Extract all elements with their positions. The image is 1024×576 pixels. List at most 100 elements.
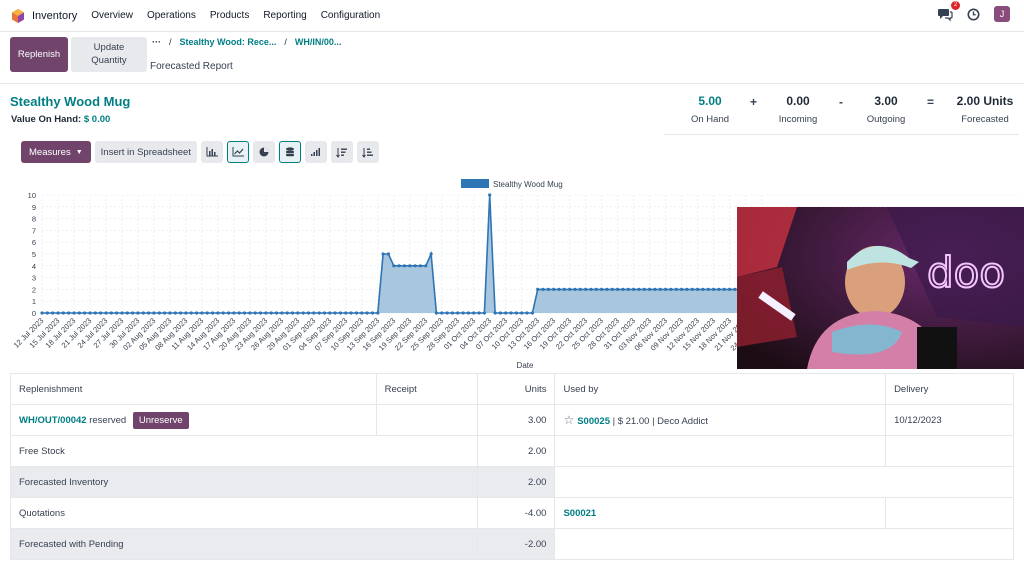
- data-point: [280, 311, 284, 315]
- breadcrumb-receipt[interactable]: Stealthy Wood: Rece...: [179, 37, 277, 47]
- kpi-forecasted[interactable]: 2.00 Units Forecasted: [950, 94, 1020, 125]
- data-point: [344, 311, 348, 315]
- bar-chart-icon[interactable]: [200, 141, 223, 163]
- data-point: [477, 311, 481, 315]
- user-avatar[interactable]: J: [994, 6, 1010, 22]
- sort-descending-icon[interactable]: [330, 141, 353, 163]
- data-point: [728, 287, 732, 291]
- y-tick-label: 3: [32, 274, 36, 283]
- measures-dropdown[interactable]: Measures ▼: [21, 141, 91, 163]
- data-point: [274, 311, 279, 315]
- data-point: [648, 287, 652, 291]
- quotation-link[interactable]: S00021: [563, 507, 597, 519]
- stacked-icon[interactable]: [278, 141, 301, 163]
- star-icon[interactable]: ☆: [563, 413, 575, 427]
- data-point: [557, 287, 561, 291]
- replenishment-table: Replenishment Receipt Units Used by Deli…: [10, 373, 1014, 560]
- receipt-cell: [375, 404, 478, 436]
- data-point: [621, 287, 625, 291]
- data-point: [600, 287, 604, 291]
- menu-configuration[interactable]: Configuration: [320, 10, 381, 21]
- unreserve-button[interactable]: Unreserve: [132, 411, 189, 429]
- kpi-forecasted-label: Forecasted: [961, 114, 1009, 125]
- y-tick-label: 4: [32, 262, 36, 271]
- data-point: [440, 311, 444, 315]
- data-point: [696, 287, 700, 291]
- sort-ascending-icon[interactable]: [356, 141, 379, 163]
- kpi-outgoing-value: 3.00: [874, 94, 898, 108]
- col-used-by: Used by: [554, 373, 887, 405]
- messages-count-badge: 2: [951, 1, 960, 10]
- data-point: [360, 311, 364, 315]
- kpi-outgoing[interactable]: 3.00 Outgoing: [858, 94, 914, 125]
- data-point: [163, 311, 167, 315]
- data-point: [525, 311, 529, 315]
- move-reference-link[interactable]: WH/OUT/00042: [19, 414, 87, 426]
- data-point: [88, 311, 92, 315]
- data-point: [429, 252, 433, 256]
- data-point: [461, 311, 465, 315]
- replenish-button[interactable]: Replenish: [10, 37, 68, 72]
- kpi-incoming[interactable]: 0.00 Incoming: [770, 94, 826, 125]
- data-point: [450, 311, 454, 315]
- data-point: [397, 264, 401, 268]
- data-point: [408, 264, 412, 268]
- insert-in-spreadsheet-button[interactable]: Insert in Spreadsheet: [94, 141, 197, 163]
- pie-chart-icon[interactable]: [252, 141, 275, 163]
- messages-icon[interactable]: 2: [937, 1, 960, 22]
- forecasted-pending-units: -2.00: [476, 528, 556, 560]
- breadcrumb-wh-in[interactable]: WH/IN/00...: [294, 37, 342, 47]
- data-point: [306, 311, 311, 315]
- data-point: [610, 287, 614, 291]
- data-point: [77, 311, 81, 315]
- update-quantity-button[interactable]: Update Quantity: [71, 37, 147, 72]
- data-point: [104, 311, 108, 315]
- data-point: [141, 311, 145, 315]
- y-tick-label: 1: [32, 297, 36, 306]
- webcam-overlay: doo: [737, 207, 1024, 369]
- webcam-image: doo: [737, 207, 1024, 369]
- sale-order-link[interactable]: S00025: [577, 416, 610, 427]
- update-quantity-label-1: Update: [93, 42, 125, 53]
- y-axis-ticks: 0 1 2 3 4 5 6 7 8 9 10: [28, 191, 36, 318]
- quotations-units: -4.00: [476, 497, 556, 529]
- menu-products[interactable]: Products: [209, 10, 250, 21]
- data-point: [301, 311, 305, 315]
- legend-label: Stealthy Wood Mug: [493, 180, 563, 189]
- cumulative-icon[interactable]: [304, 141, 327, 163]
- data-point: [290, 311, 295, 315]
- menu-operations[interactable]: Operations: [146, 10, 196, 21]
- clock-icon[interactable]: [967, 8, 980, 21]
- menu-overview[interactable]: Overview: [91, 10, 133, 21]
- line-chart-icon[interactable]: [226, 141, 249, 163]
- data-point: [157, 311, 161, 315]
- sale-order-details: | $ 21.00 | Deco Addict: [609, 416, 708, 427]
- data-point: [685, 287, 689, 291]
- replenishment-cell: WH/OUT/00042 reserved Unreserve: [10, 404, 377, 436]
- empty-cell: [885, 435, 1014, 467]
- legend-swatch: [461, 179, 489, 188]
- data-point: [653, 287, 657, 291]
- used-by-cell: ☆ S00025 | $ 21.00 | Deco Addict: [554, 404, 887, 436]
- data-point: [195, 311, 199, 315]
- control-panel: Replenish Update Quantity ··· / Stealthy…: [0, 32, 1024, 84]
- menu-reporting[interactable]: Reporting: [263, 10, 307, 21]
- data-point: [418, 264, 422, 268]
- free-stock-label: Free Stock: [10, 435, 478, 467]
- update-quantity-label-2: Quantity: [91, 55, 127, 66]
- app-name[interactable]: Inventory: [32, 9, 78, 22]
- kpi-on-hand[interactable]: 5.00 On Hand: [682, 94, 738, 125]
- inventory-app-icon[interactable]: [11, 8, 25, 23]
- data-point: [642, 287, 646, 291]
- y-tick-label: 6: [32, 238, 36, 247]
- data-point: [706, 287, 710, 291]
- data-point: [248, 311, 252, 315]
- breadcrumb-more[interactable]: ···: [152, 37, 161, 47]
- data-point: [637, 287, 641, 291]
- empty-cell: [554, 466, 1014, 498]
- kpi-outgoing-label: Outgoing: [866, 114, 906, 125]
- delivery-date-cell: 10/12/2023: [885, 404, 1014, 436]
- data-point: [173, 311, 177, 315]
- product-name-link[interactable]: Stealthy Wood Mug: [10, 94, 131, 109]
- table-header-row: Replenishment Receipt Units Used by Deli…: [10, 373, 1014, 405]
